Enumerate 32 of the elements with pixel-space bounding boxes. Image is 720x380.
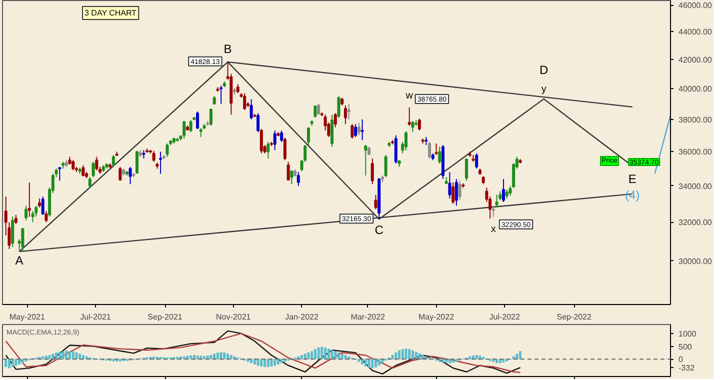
annotation: (4)	[625, 188, 640, 202]
y-tick-label: 34000.00	[678, 182, 712, 191]
x-tick-label: May-2021	[9, 312, 46, 322]
annotation: D	[540, 62, 549, 77]
x-tick-label: Mar-2022	[350, 312, 386, 322]
y-tick-label: -332	[678, 364, 696, 373]
y-tick-label: 32000.00	[678, 218, 712, 228]
y-tick-label: 44000.00	[678, 28, 712, 37]
annotation: 3 DAY CHART	[84, 8, 137, 18]
y-tick-label: 40000.00	[678, 84, 712, 94]
y-tick-label: 46000.00	[678, 1, 712, 10]
y-tick-label: 38000.00	[678, 115, 712, 124]
x-tick-label: Jan-2022	[285, 312, 319, 322]
annotation: C	[374, 223, 384, 238]
annotation: y	[541, 84, 546, 95]
y-tick-label: 0	[678, 355, 684, 364]
x-tick-label: Sep-2021	[148, 312, 183, 322]
x-tick-label: May-2022	[418, 312, 455, 322]
y-tick-label: 500	[678, 342, 692, 352]
annotation: x	[490, 224, 496, 235]
x-tick-label: Sep-2022	[556, 312, 592, 322]
y-tick-label: 36000.00	[678, 148, 712, 157]
annotation: B	[224, 42, 232, 56]
annotation: E	[628, 172, 636, 186]
x-tick-label: Jul-2021	[80, 312, 112, 322]
annotation: A	[15, 254, 24, 268]
annotation: w	[404, 90, 414, 102]
y-tick-label: 1000	[678, 329, 697, 338]
y-tick-label: 30000.00	[678, 256, 712, 266]
y-tick-label: 42000.00	[678, 55, 712, 64]
x-tick-label: Nov-2021	[216, 312, 252, 322]
x-tick-label: Jul-2022	[489, 312, 521, 322]
